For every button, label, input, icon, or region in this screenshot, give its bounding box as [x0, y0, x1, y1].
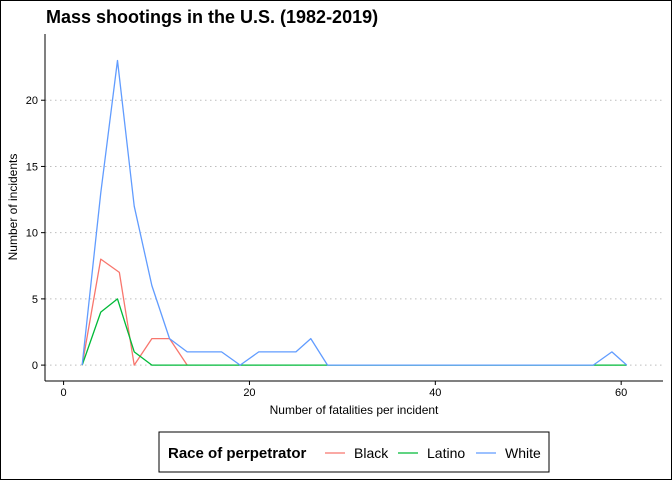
- x-tick-label: 60: [615, 387, 627, 399]
- axis-ticks: 0 5 10 15 20 0 20 40 60: [26, 95, 628, 399]
- legend-label-black: Black: [354, 445, 389, 461]
- x-tick-label: 0: [61, 387, 67, 399]
- legend-label-latino: Latino: [427, 445, 465, 461]
- y-tick-label: 15: [26, 161, 38, 173]
- x-axis-title: Number of fatalities per incident: [270, 403, 439, 417]
- legend: Race of perpetrator Black Latino White: [158, 431, 550, 473]
- legend-box: [158, 431, 550, 473]
- series-line-white: [81, 59, 628, 366]
- x-tick-label: 40: [429, 387, 441, 399]
- legend-item-latino: Latino: [398, 445, 465, 461]
- legend-label-white: White: [505, 445, 541, 461]
- x-tick-label: 20: [243, 387, 255, 399]
- y-tick-label: 0: [32, 360, 38, 372]
- chart-title: Mass shootings in the U.S. (1982-2019): [46, 7, 378, 27]
- legend-title: Race of perpetrator: [168, 445, 307, 462]
- legend-item-black: Black: [325, 445, 389, 461]
- y-tick-label: 20: [26, 95, 38, 107]
- axes: [44, 34, 663, 382]
- series-lines: [81, 59, 628, 366]
- y-tick-label: 5: [32, 294, 38, 306]
- y-tick-label: 10: [26, 228, 38, 240]
- legend-item-white: White: [476, 445, 541, 461]
- y-axis-title: Number of incidents: [6, 154, 20, 261]
